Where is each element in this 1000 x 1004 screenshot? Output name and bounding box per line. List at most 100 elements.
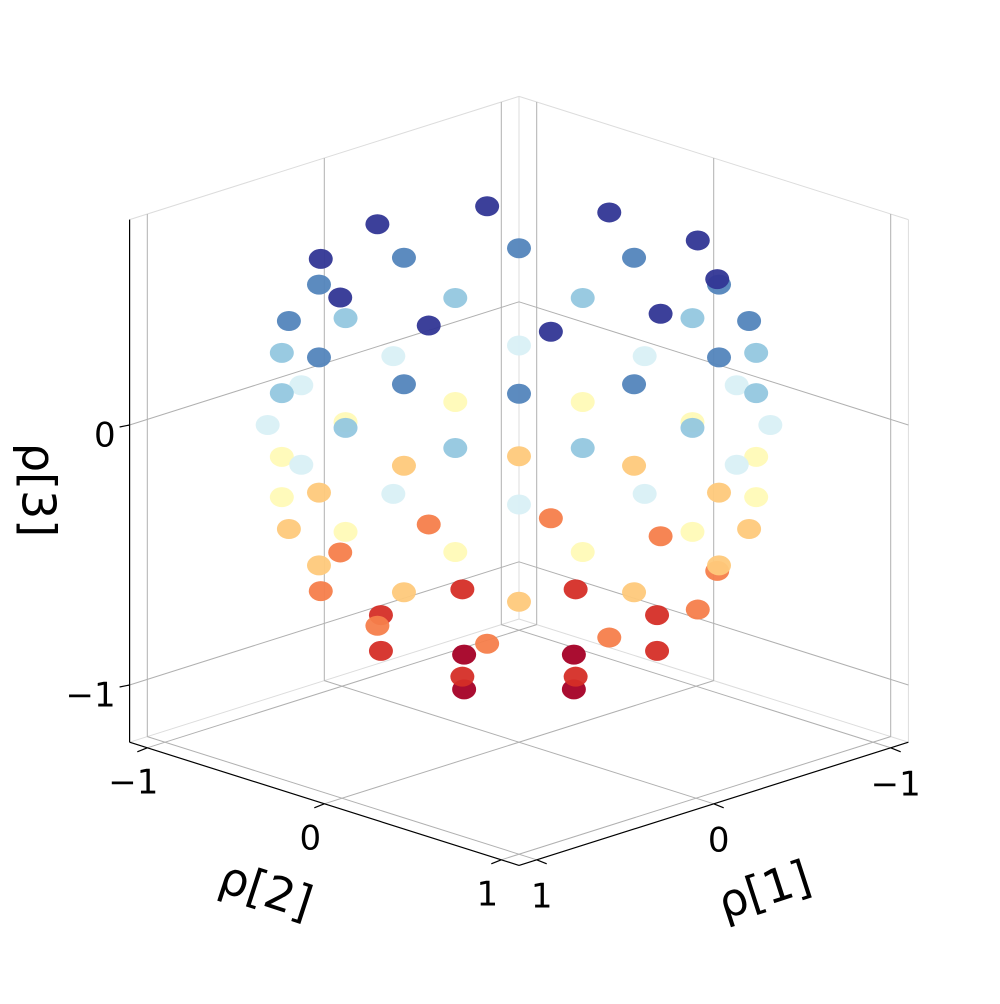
point [645,605,670,626]
point [452,644,477,665]
point [381,346,406,367]
x-tick-label: −1 [871,764,921,804]
point [744,446,769,467]
x-tick-label: 1 [531,876,553,916]
point [308,248,333,269]
point [333,417,358,438]
point [648,526,673,547]
point [365,615,390,636]
point [276,311,301,331]
point [622,582,647,603]
point [306,555,331,576]
point [507,494,531,515]
x-axis-label: ρ[1] [711,849,817,930]
point [443,287,468,308]
point [563,579,588,600]
y-tick [491,859,502,865]
grid-line [147,624,537,749]
point [306,482,331,503]
point [450,579,475,600]
y-tick-label: −1 [108,762,158,802]
point [269,487,294,508]
point [680,417,705,438]
point [685,599,710,620]
points [255,196,783,700]
point [276,519,301,539]
point [597,627,622,648]
panes [129,95,909,861]
point [391,374,416,395]
point [507,446,531,467]
point [289,375,314,396]
point [306,347,331,368]
point [737,311,762,331]
point [475,196,500,217]
z-axis-label: ρ[3] [12,443,66,537]
grid-line [501,736,891,861]
point [391,247,416,268]
point [450,666,475,687]
point [365,214,390,235]
point [269,342,294,363]
z-tick-label: 0 [94,416,116,456]
point [368,640,393,661]
point [622,247,647,268]
point [570,287,595,308]
point [744,487,769,508]
x-tick [536,859,547,865]
point [416,514,441,535]
point [724,375,749,396]
point [289,454,314,475]
point [255,415,280,435]
point [328,287,353,308]
x-tick [713,803,724,809]
point [507,335,531,356]
point [507,383,531,404]
point [507,238,531,259]
point [507,591,531,612]
point [707,347,732,368]
point [570,391,595,412]
x-tick-label: 0 [708,820,730,860]
point [443,438,468,459]
grid-line [324,680,714,805]
z-tick-label: −1 [65,676,115,716]
point [561,644,586,665]
y-tick-label: 1 [476,874,498,914]
point [737,519,762,539]
y-tick-label: 0 [299,818,321,858]
point [622,455,647,476]
y-tick [137,747,148,753]
point [632,346,657,367]
z-tick [119,684,130,688]
point [685,230,710,251]
y-tick [314,803,325,809]
point [597,202,622,223]
point [680,308,705,329]
point [538,508,563,529]
point [416,315,441,336]
point [622,374,647,395]
point [648,303,673,324]
point [645,640,670,661]
point [705,269,730,290]
point [475,633,500,654]
point [328,542,353,563]
point [391,455,416,476]
point [632,483,657,504]
point [308,581,333,602]
point [563,666,588,687]
point [381,483,406,504]
point [391,582,416,603]
point [269,383,294,404]
x-tick [890,747,901,753]
point [744,342,769,363]
point [538,321,563,342]
point [443,391,468,412]
z-tick [119,424,130,428]
point [680,521,705,542]
point [269,446,294,467]
point [707,555,732,576]
point [333,308,358,329]
